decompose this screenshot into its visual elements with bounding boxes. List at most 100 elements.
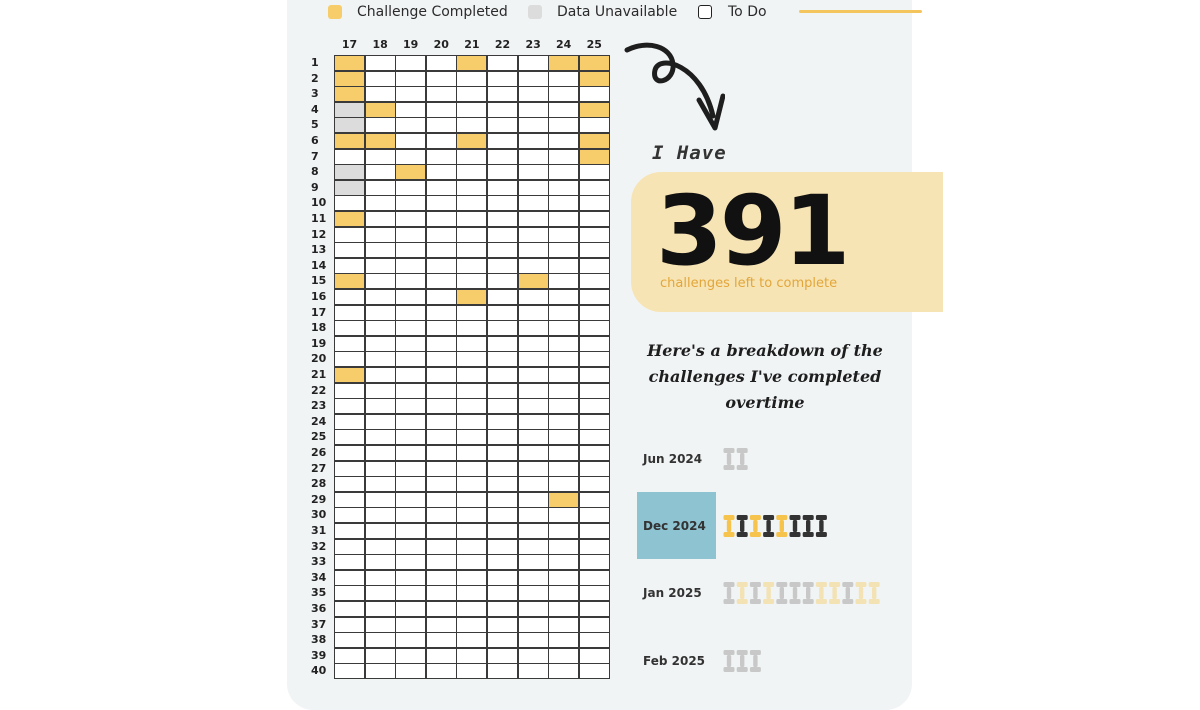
grid-row-label: 19 xyxy=(311,336,327,350)
grid-cell xyxy=(548,304,580,321)
dumbbell-icon xyxy=(736,650,748,672)
grid-cell xyxy=(425,647,457,664)
grid-cell xyxy=(425,242,457,259)
legend-completed-label: Challenge Completed xyxy=(357,4,508,20)
legend-unavailable-label: Data Unavailable xyxy=(557,4,678,20)
grid-row-label: 33 xyxy=(311,555,327,569)
grid-cell xyxy=(578,70,610,87)
grid-cell xyxy=(517,476,549,493)
grid-cell xyxy=(395,289,427,305)
grid-cell xyxy=(334,335,365,352)
grid-cell xyxy=(487,460,518,477)
grid-cell xyxy=(425,226,457,243)
grid-cell xyxy=(425,538,457,555)
grid-cell xyxy=(395,86,427,103)
grid-cell xyxy=(425,445,457,461)
dumbbell-icon xyxy=(763,515,775,537)
grid-row-label: 31 xyxy=(311,524,327,537)
grid-cell xyxy=(364,507,396,524)
dumbbell-icon xyxy=(802,582,814,604)
grid-cell xyxy=(517,179,549,196)
grid-cell xyxy=(578,538,610,555)
grid-cell xyxy=(487,476,518,493)
grid-cell xyxy=(334,523,365,539)
grid-cell xyxy=(487,663,518,680)
grid-cell xyxy=(364,335,396,352)
grid-cell xyxy=(425,554,457,571)
grid-cell xyxy=(456,335,488,352)
grid-row-label: 2 xyxy=(311,71,319,85)
grid-cell xyxy=(487,226,518,243)
grid-cell xyxy=(334,86,365,103)
grid-cell xyxy=(578,647,610,664)
grid-row-label: 18 xyxy=(311,321,327,335)
grid-cell xyxy=(334,398,365,415)
grid-column-label: 19 xyxy=(403,38,419,51)
dumbbell-icon-row xyxy=(723,650,761,672)
legend-todo-label: To Do xyxy=(728,4,767,20)
grid-column-label: 17 xyxy=(341,38,358,51)
grid-cell xyxy=(334,273,365,290)
grid-cell xyxy=(425,585,457,602)
grid-cell xyxy=(487,304,518,321)
grid-cell xyxy=(487,179,518,196)
grid-cell xyxy=(578,554,610,571)
dumbbell-icon xyxy=(855,582,867,604)
grid-cell xyxy=(334,257,365,274)
grid-row-label: 14 xyxy=(311,258,327,272)
month-icons-feb-2025 xyxy=(723,648,765,674)
grid-cell xyxy=(456,601,488,617)
grid-column-label: 24 xyxy=(556,38,572,51)
grid-cell xyxy=(456,507,488,524)
grid-cell xyxy=(548,429,580,446)
grid-cell xyxy=(395,554,427,571)
grid-cell xyxy=(395,55,427,71)
grid-cell xyxy=(517,70,549,87)
grid-cell xyxy=(395,398,427,415)
grid-cell xyxy=(517,585,549,602)
grid-row-label: 35 xyxy=(311,586,327,600)
grid-cell xyxy=(487,257,518,274)
grid-cell xyxy=(364,398,396,415)
grid-cell xyxy=(487,273,518,290)
grid-cell xyxy=(487,632,518,649)
grid-cell xyxy=(578,133,610,149)
grid-column-label: 21 xyxy=(464,38,480,51)
grid-cell xyxy=(334,569,365,586)
grid-cell xyxy=(364,647,396,664)
grid-cell xyxy=(364,601,396,617)
grid-cell xyxy=(425,211,457,227)
grid-cell xyxy=(487,554,518,571)
grid-cell xyxy=(456,523,488,539)
grid-cell xyxy=(395,647,427,664)
grid-cell xyxy=(517,382,549,399)
grid-cell xyxy=(548,101,580,118)
grid-cell xyxy=(578,460,610,477)
grid-row-label: 9 xyxy=(311,180,319,194)
grid-cell xyxy=(578,569,610,586)
grid-cell xyxy=(517,304,549,321)
grid-cell xyxy=(395,445,427,461)
grid-cell xyxy=(334,445,365,461)
grid-cell xyxy=(395,273,427,290)
grid-cell xyxy=(425,460,457,477)
grid-cell xyxy=(548,164,580,181)
grid-cell xyxy=(548,663,580,680)
dumbbell-icon xyxy=(868,582,880,604)
grid-cell xyxy=(517,398,549,415)
grid-cell xyxy=(548,445,580,461)
grid-cell xyxy=(578,601,610,617)
grid-cell xyxy=(517,554,549,571)
grid-cell xyxy=(548,242,580,259)
grid-cell xyxy=(364,554,396,571)
grid-cell xyxy=(364,273,396,290)
grid-cell xyxy=(395,413,427,430)
grid-cell xyxy=(548,569,580,586)
grid-column-label: 23 xyxy=(525,38,541,51)
grid-row-label: 21 xyxy=(311,368,327,381)
grid-cell xyxy=(578,491,610,508)
grid-cell xyxy=(548,585,580,602)
grid-cell xyxy=(517,460,549,477)
grid-cell xyxy=(517,133,549,149)
grid-cell xyxy=(517,351,549,368)
